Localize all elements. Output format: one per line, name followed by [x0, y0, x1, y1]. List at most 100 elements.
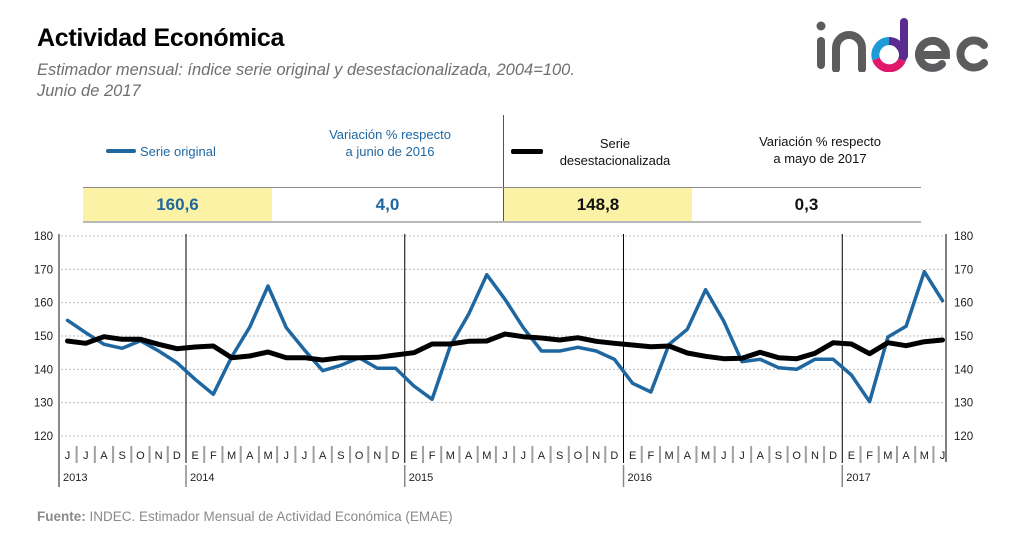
- summary-table-top-border: [83, 187, 921, 188]
- x-month-label: M: [227, 450, 236, 462]
- summary-table-bottom-border: [83, 221, 921, 223]
- x-month-label: M: [665, 450, 674, 462]
- x-month-label: J: [284, 450, 290, 462]
- legend-label-seasonally-adjusted: Serie desestacionalizada: [540, 135, 690, 169]
- x-month-label: J: [502, 450, 508, 462]
- y-axis-right-ticks: 120 130 140 150 160 170 180: [954, 231, 973, 443]
- indec-logo: [816, 18, 988, 72]
- x-month-label: J: [721, 450, 727, 462]
- variation-label-sa-line1: Variación % respecto: [759, 134, 881, 149]
- source-text: INDEC. Estimador Mensual de Actividad Ec…: [85, 509, 453, 524]
- y-tick-label-left: 140: [34, 364, 53, 376]
- y-tick-label-right: 140: [954, 364, 973, 376]
- x-month-label: O: [136, 450, 145, 462]
- x-year-label: 2013: [63, 472, 87, 484]
- x-month-label: F: [647, 450, 654, 462]
- x-month-label: O: [792, 450, 801, 462]
- legend-swatch-original: [106, 149, 136, 153]
- logo-c: [956, 36, 988, 72]
- chart-title: Actividad Económica: [37, 24, 285, 52]
- x-month-label: S: [119, 450, 126, 462]
- y-tick-label-left: 170: [34, 264, 53, 276]
- y-tick-label-left: 160: [34, 298, 53, 310]
- x-month-label: A: [684, 450, 692, 462]
- x-month-label: A: [757, 450, 765, 462]
- y-axis-left-ticks: 120 130 140 150 160 170 180: [34, 231, 53, 443]
- x-month-label: M: [446, 450, 455, 462]
- source-label: Fuente:: [37, 509, 86, 524]
- x-month-label: E: [191, 450, 198, 462]
- x-year-label: 2017: [846, 472, 870, 484]
- x-month-label: N: [373, 450, 381, 462]
- x-year-label: 2015: [409, 472, 433, 484]
- x-month-label: E: [629, 450, 636, 462]
- logo-i-stem: [817, 37, 825, 69]
- legend-swatch-seasonally-adjusted: [511, 149, 543, 154]
- x-year-label: 2016: [628, 472, 652, 484]
- variation-label-original-line1: Variación % respecto: [329, 127, 451, 142]
- x-month-label: S: [337, 450, 344, 462]
- x-month-label: M: [482, 450, 491, 462]
- y-tick-label-left: 150: [34, 331, 53, 343]
- source-footer: Fuente: INDEC. Estimador Mensual de Acti…: [37, 509, 453, 524]
- x-month-label: O: [574, 450, 583, 462]
- x-year-label: 2014: [190, 472, 214, 484]
- sa-value-cell: 148,8: [504, 188, 692, 221]
- x-month-label: N: [592, 450, 600, 462]
- x-month-label: M: [701, 450, 710, 462]
- original-value-cell: 160,6: [83, 188, 272, 221]
- x-month-label: A: [538, 450, 546, 462]
- x-month-label: D: [392, 450, 400, 462]
- x-month-label: M: [883, 450, 892, 462]
- logo-d-magenta-arc: [872, 57, 906, 72]
- subtitle-description: Estimador mensual: índice serie original…: [37, 61, 575, 79]
- x-month-label: A: [100, 450, 108, 462]
- logo-d-blue-arc: [871, 37, 890, 61]
- series-line-original: [65, 269, 945, 404]
- variation-label-sa-line2: a mayo de 2017: [773, 151, 867, 166]
- x-month-label: A: [902, 450, 910, 462]
- x-month-label: A: [319, 450, 327, 462]
- y-tick-label-right: 150: [954, 331, 973, 343]
- x-month-label: N: [155, 450, 163, 462]
- legend-label-sa-line2: desestacionalizada: [559, 153, 671, 168]
- x-month-label: N: [811, 450, 819, 462]
- x-month-label: E: [410, 450, 417, 462]
- x-month-label: D: [829, 450, 837, 462]
- x-month-label: J: [521, 450, 527, 462]
- x-month-label: J: [83, 450, 89, 462]
- x-month-label: M: [263, 450, 272, 462]
- logo-i-dot: [816, 21, 826, 31]
- legend-label-sa-line1: Serie: [599, 136, 631, 151]
- legend-label-original: Serie original: [140, 144, 216, 159]
- sa-variation-cell: 0,3: [794, 195, 819, 214]
- logo-n: [832, 31, 866, 72]
- series-lines: [65, 269, 945, 404]
- x-month-label: A: [465, 450, 473, 462]
- original-variation-cell: 4,0: [375, 195, 400, 214]
- y-tick-label-right: 130: [954, 398, 973, 410]
- y-tick-label-right: 180: [954, 231, 973, 243]
- x-month-label: J: [302, 450, 308, 462]
- x-month-label: M: [920, 450, 929, 462]
- x-month-label: S: [556, 450, 563, 462]
- y-tick-label-left: 130: [34, 398, 53, 410]
- logo-e: [915, 36, 950, 72]
- x-month-label: F: [210, 450, 217, 462]
- x-month-label: J: [940, 450, 946, 462]
- series-line-seasonally-adjusted: [65, 331, 945, 363]
- line-chart: 120 130 140 150 160 170 180 120 130 140 150 160 170…: [34, 231, 973, 487]
- logo-d-stem: [900, 18, 908, 60]
- x-month-label: J: [739, 450, 745, 462]
- variation-label-original-line2: a junio de 2016: [345, 144, 435, 159]
- chart-subtitle: Estimador mensual: índice serie original…: [37, 60, 575, 102]
- x-month-label: E: [848, 450, 855, 462]
- x-month-label: F: [866, 450, 873, 462]
- x-month-label: D: [610, 450, 618, 462]
- variation-label-original: Variación % respecto a junio de 2016: [300, 126, 480, 160]
- y-tick-label-right: 120: [954, 431, 973, 443]
- x-month-label: A: [246, 450, 254, 462]
- x-month-label: D: [173, 450, 181, 462]
- x-month-label: S: [775, 450, 782, 462]
